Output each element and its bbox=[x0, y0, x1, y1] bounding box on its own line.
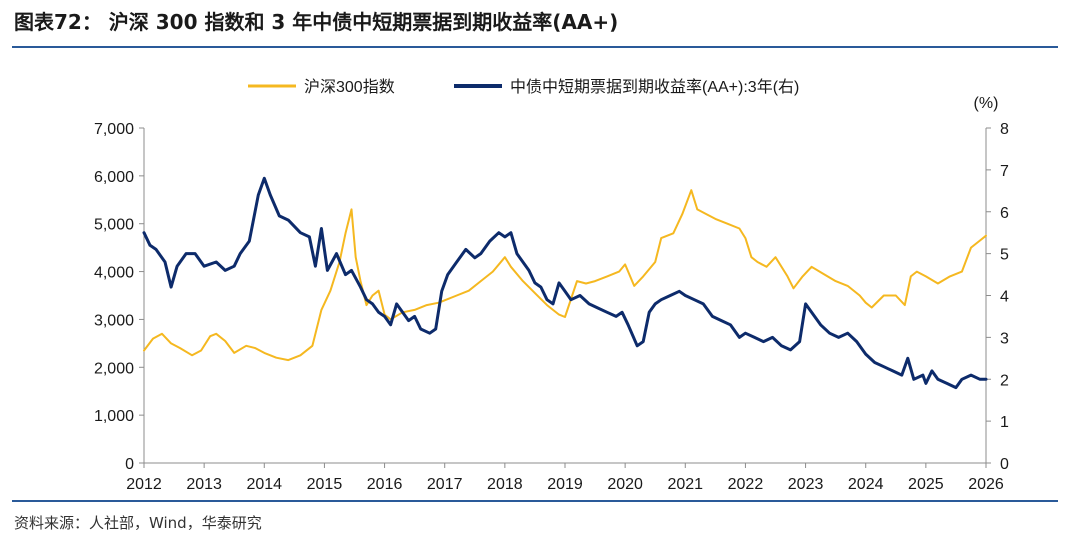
x-axis-tick-label: 2013 bbox=[186, 476, 222, 493]
series-line-csi300 bbox=[143, 189, 987, 362]
x-axis-tick-label: 2026 bbox=[968, 476, 1004, 493]
x-axis-tick-label: 2012 bbox=[126, 476, 162, 493]
right-axis-tick-label: 0 bbox=[1000, 456, 1009, 473]
right-axis-tick-label: 1 bbox=[1000, 414, 1009, 431]
x-axis-tick-label: 2021 bbox=[667, 476, 703, 493]
axes: 0 1,000 2,000 3,000 4,000 5,000 6,000 7,000 0 1 2 3… bbox=[94, 95, 1009, 493]
x-axis-tick-label: 2022 bbox=[728, 476, 764, 493]
right-axis-tick-label: 4 bbox=[1000, 289, 1009, 306]
x-axis-tick-label: 2016 bbox=[367, 476, 403, 493]
right-axis-tick-label: 3 bbox=[1000, 330, 1009, 347]
x-axis-tick-label: 2014 bbox=[246, 476, 282, 493]
figure-title: 图表72： 沪深 300 指数和 3 年中债中短期票据到期收益率(AA+) bbox=[14, 10, 619, 34]
series-line-aa-plus-yield bbox=[142, 176, 988, 390]
left-axis-tick-label: 4,000 bbox=[94, 265, 134, 282]
x-axis-tick-label: 2018 bbox=[487, 476, 523, 493]
left-axis-tick-label: 6,000 bbox=[94, 169, 134, 186]
x-axis-tick-label: 2023 bbox=[788, 476, 824, 493]
legend-item-aa-plus-yield-label: 中债中短期票据到期收益率(AA+):3年(右) bbox=[510, 78, 799, 96]
left-axis-tick-label: 1,000 bbox=[94, 408, 134, 425]
legend: 沪深300指数 中债中短期票据到期收益率(AA+):3年(右) bbox=[248, 78, 799, 96]
right-axis-tick-label: 8 bbox=[1000, 121, 1009, 138]
right-axis-tick-label: 7 bbox=[1000, 163, 1009, 180]
source-note: 资料来源：人社部，Wind，华泰研究 bbox=[14, 514, 262, 532]
x-axis-tick-label: 2015 bbox=[307, 476, 343, 493]
left-axis-tick-label: 2,000 bbox=[94, 360, 134, 377]
legend-item-csi300-label: 沪深300指数 bbox=[304, 78, 395, 96]
title-divider bbox=[12, 46, 1058, 48]
left-axis-tick-label: 3,000 bbox=[94, 312, 134, 329]
x-axis-tick-label: 2017 bbox=[427, 476, 463, 493]
series-layer bbox=[142, 176, 988, 390]
right-axis-tick-label: 6 bbox=[1000, 205, 1009, 222]
right-axis-tick-label: 2 bbox=[1000, 372, 1009, 389]
x-axis-tick-label: 2025 bbox=[908, 476, 944, 493]
left-axis-tick-label: 5,000 bbox=[94, 217, 134, 234]
left-axis-tick-label: 0 bbox=[125, 456, 134, 473]
x-axis-tick-label: 2020 bbox=[607, 476, 643, 493]
right-axis-tick-label: 5 bbox=[1000, 247, 1009, 264]
x-axis-tick-label: 2019 bbox=[547, 476, 583, 493]
source-divider bbox=[12, 500, 1058, 502]
right-axis-unit: (%) bbox=[974, 95, 999, 112]
x-axis-tick-label: 2024 bbox=[848, 476, 884, 493]
left-axis-tick-label: 7,000 bbox=[94, 121, 134, 138]
